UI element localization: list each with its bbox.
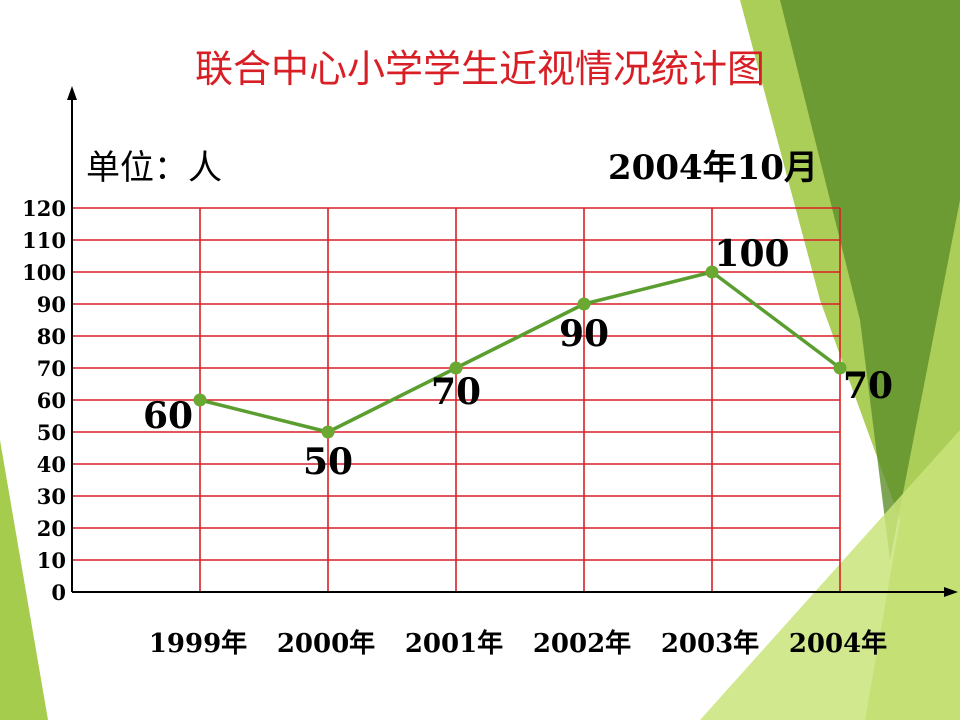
data-point — [193, 393, 207, 407]
data-point — [321, 425, 335, 439]
y-tick-label: 30 — [37, 484, 66, 509]
y-tick-label: 110 — [22, 228, 66, 253]
data-label: 60 — [143, 395, 193, 437]
x-tick-label: 2001年 — [405, 628, 503, 659]
x-tick-label: 2002年 — [533, 628, 631, 659]
y-axis-arrow — [67, 86, 77, 100]
chart-axes — [67, 86, 958, 597]
y-tick-label: 0 — [51, 580, 66, 605]
x-tick-label: 2000年 — [277, 628, 375, 659]
data-label-group: 60 50 70 90 100 70 — [143, 233, 893, 483]
x-tick-label: 2003年 — [661, 628, 759, 659]
data-point — [833, 361, 847, 375]
series-line-group — [193, 265, 847, 439]
data-point — [577, 297, 591, 311]
x-tick-label: 2004年 — [789, 628, 887, 659]
y-tick-label: 40 — [37, 452, 66, 477]
y-tick-label: 100 — [22, 260, 66, 285]
deco-shape-right-dark — [780, 0, 960, 560]
data-label: 50 — [303, 441, 353, 483]
data-point — [449, 361, 463, 375]
y-tick-label: 90 — [37, 292, 66, 317]
unit-label: 单位：人 — [86, 148, 222, 188]
y-tick-label: 60 — [37, 388, 66, 413]
deco-shape-bottom-right — [700, 430, 960, 720]
y-tick-label: 80 — [37, 324, 66, 349]
date-label: 2004年10月 — [608, 148, 818, 188]
chart-title: 联合中心小学学生近视情况统计图 — [194, 47, 765, 91]
x-tick-labels: 1999年 2000年 2001年 2002年 2003年 2004年 — [149, 628, 887, 659]
deco-shape-left — [0, 440, 48, 720]
y-tick-labels: 0 10 20 30 40 50 60 70 80 90 100 110 120 — [22, 196, 66, 605]
data-point — [705, 265, 719, 279]
series-line — [199, 270, 842, 434]
y-tick-label: 70 — [37, 356, 66, 381]
data-label: 100 — [714, 233, 789, 275]
x-axis-arrow — [944, 587, 958, 597]
y-tick-label: 20 — [37, 516, 66, 541]
y-tick-label: 120 — [22, 196, 66, 221]
data-label: 70 — [843, 365, 893, 407]
data-label: 90 — [559, 313, 609, 355]
y-tick-label: 10 — [37, 548, 66, 573]
data-label: 70 — [431, 371, 481, 413]
x-tick-label: 1999年 — [149, 628, 247, 659]
y-tick-label: 50 — [37, 420, 66, 445]
